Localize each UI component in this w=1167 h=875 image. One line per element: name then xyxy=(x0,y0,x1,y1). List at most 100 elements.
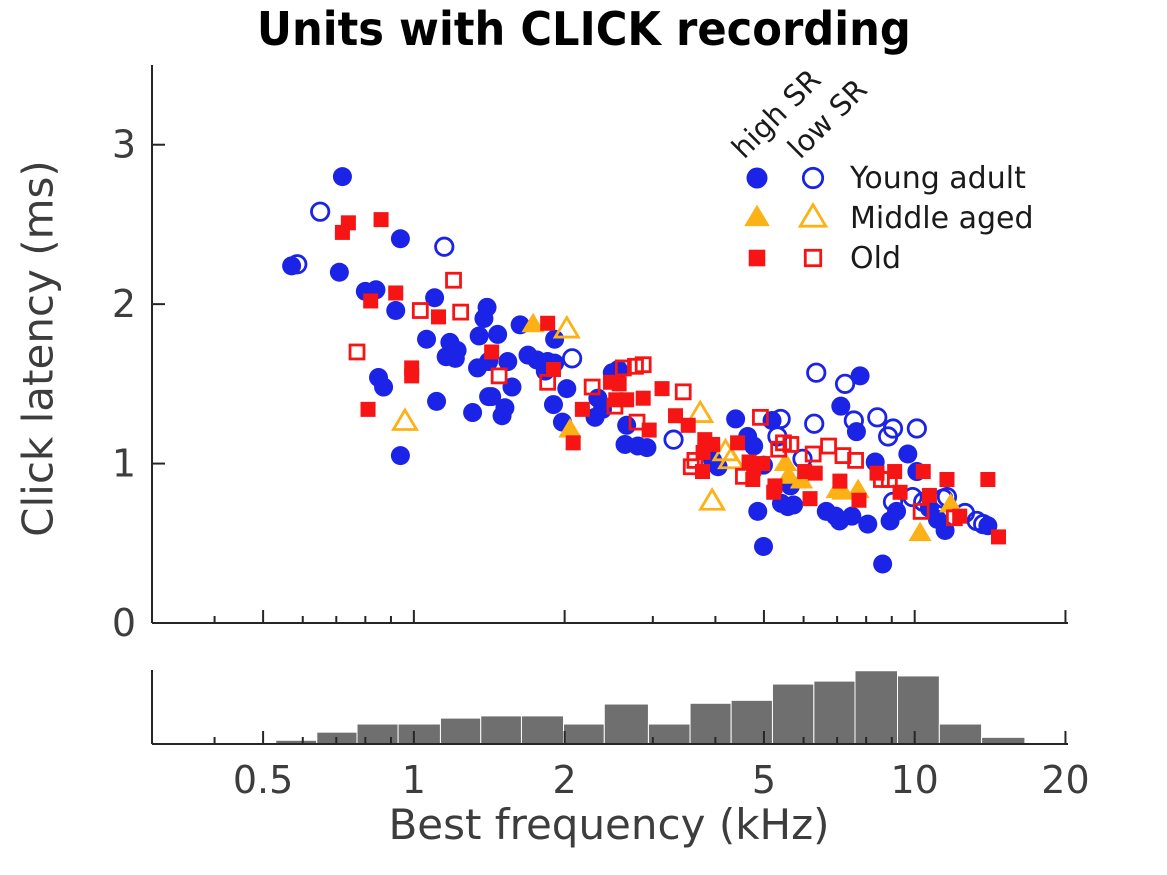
y-tick-label: 0 xyxy=(112,601,136,645)
point-old-low-sr xyxy=(411,302,429,319)
point-young-adult-low-sr xyxy=(906,418,927,439)
point-old-low-sr xyxy=(614,359,632,377)
point-old-high-sr xyxy=(680,417,696,433)
point-young-adult-high-sr xyxy=(846,422,866,442)
histogram-bar xyxy=(938,723,983,745)
histogram-bar xyxy=(397,723,441,745)
point-young-adult-high-sr xyxy=(390,446,410,466)
chart-title: Units with CLICK recording xyxy=(0,2,1167,56)
legend-marker-orange-filled xyxy=(744,204,770,227)
x-tick-label: 10 xyxy=(891,758,939,802)
point-old-high-sr xyxy=(915,464,931,480)
point-young-adult-high-sr xyxy=(488,324,508,344)
point-young-adult-high-sr xyxy=(858,514,878,534)
point-young-adult-high-sr xyxy=(479,387,499,407)
point-old-low-sr xyxy=(348,343,366,361)
legend-label: Old xyxy=(850,241,901,276)
x-tick-label: 0.5 xyxy=(233,758,293,802)
point-young-adult-low-sr xyxy=(843,410,864,431)
point-young-adult-high-sr xyxy=(784,495,804,515)
histogram-bar xyxy=(689,702,732,745)
point-old-low-sr xyxy=(820,437,837,455)
chart-title-text: Units with CLICK recording xyxy=(256,2,911,56)
point-old-high-sr xyxy=(939,472,955,488)
legend-label: Middle aged xyxy=(850,201,1034,236)
histogram-bar xyxy=(647,723,691,745)
point-middle-aged-high-sr xyxy=(939,492,963,513)
point-young-adult-high-sr xyxy=(617,415,637,435)
point-young-adult-high-sr xyxy=(390,229,410,249)
point-young-adult-high-sr xyxy=(842,506,862,526)
point-old-low-sr xyxy=(782,436,800,453)
x-tick-label: 2 xyxy=(553,758,577,802)
point-young-adult-low-sr xyxy=(804,413,825,434)
point-old-high-sr xyxy=(545,362,561,378)
x-tick-label: 20 xyxy=(1041,758,1089,802)
histogram-bar xyxy=(771,683,815,745)
x-tick-label: 1 xyxy=(402,758,426,802)
point-young-adult-low-sr xyxy=(310,201,331,222)
point-old-high-sr xyxy=(745,472,761,488)
point-young-adult-low-sr xyxy=(770,408,791,430)
point-middle-aged-low-sr xyxy=(686,399,715,423)
point-old-high-sr xyxy=(404,368,420,384)
point-old-high-sr xyxy=(766,484,782,500)
point-young-adult-high-sr xyxy=(417,329,437,349)
point-old-high-sr xyxy=(802,491,818,507)
point-young-adult-low-sr xyxy=(806,362,827,383)
point-young-adult-high-sr xyxy=(898,444,918,464)
point-old-high-sr xyxy=(363,293,379,309)
point-young-adult-high-sr xyxy=(386,301,406,321)
histogram-bar xyxy=(480,715,522,745)
point-middle-aged-low-sr xyxy=(390,407,420,431)
point-young-adult-high-sr xyxy=(744,436,764,456)
point-young-adult-low-sr xyxy=(287,254,308,275)
point-old-low-sr xyxy=(912,503,930,520)
point-old-high-sr xyxy=(431,309,447,325)
legend-marker-orange-open xyxy=(797,201,829,228)
point-old-low-sr xyxy=(583,378,601,396)
point-middle-aged-high-sr xyxy=(521,312,545,333)
point-old-high-sr xyxy=(565,435,581,451)
legend-marker-blue-open xyxy=(801,166,825,190)
point-old-high-sr xyxy=(807,465,823,481)
point-young-adult-high-sr xyxy=(545,329,565,349)
point-old-high-sr xyxy=(832,473,848,489)
point-old-high-sr xyxy=(668,408,684,424)
point-old-low-sr xyxy=(752,408,769,426)
point-young-adult-high-sr xyxy=(748,501,768,521)
point-old-high-sr xyxy=(952,508,968,524)
point-young-adult-low-sr xyxy=(562,348,583,369)
point-old-high-sr xyxy=(980,472,996,488)
point-young-adult-high-sr xyxy=(726,409,746,429)
point-old-low-sr xyxy=(634,356,652,374)
point-young-adult-high-sr xyxy=(282,256,302,276)
point-middle-aged-high-sr xyxy=(558,418,582,438)
x-axis-label: Best frequency (kHz) xyxy=(388,800,830,849)
point-old-low-sr xyxy=(606,397,624,415)
point-old-high-sr xyxy=(990,529,1006,545)
point-young-adult-low-sr xyxy=(973,514,994,535)
histogram-bar xyxy=(439,717,482,745)
point-old-high-sr xyxy=(373,212,389,228)
point-young-adult-high-sr xyxy=(850,366,870,386)
point-old-low-sr xyxy=(735,467,752,485)
point-young-adult-low-sr xyxy=(663,429,684,450)
point-young-adult-high-sr xyxy=(585,407,605,427)
point-middle-aged-high-sr xyxy=(773,451,798,471)
point-young-adult-high-sr xyxy=(425,288,445,308)
point-old-high-sr xyxy=(611,376,627,392)
point-young-adult-low-sr xyxy=(834,373,856,394)
point-old-low-sr xyxy=(490,367,508,385)
point-old-high-sr xyxy=(892,484,908,500)
point-young-adult-high-sr xyxy=(332,167,352,187)
point-middle-aged-high-sr xyxy=(776,464,801,484)
y-tick-label: 3 xyxy=(112,123,136,167)
point-old-low-sr xyxy=(628,413,646,431)
point-young-adult-high-sr xyxy=(374,377,394,397)
point-middle-aged-low-sr xyxy=(552,314,581,339)
point-old-high-sr xyxy=(574,401,590,417)
point-middle-aged-low-sr xyxy=(717,445,746,470)
